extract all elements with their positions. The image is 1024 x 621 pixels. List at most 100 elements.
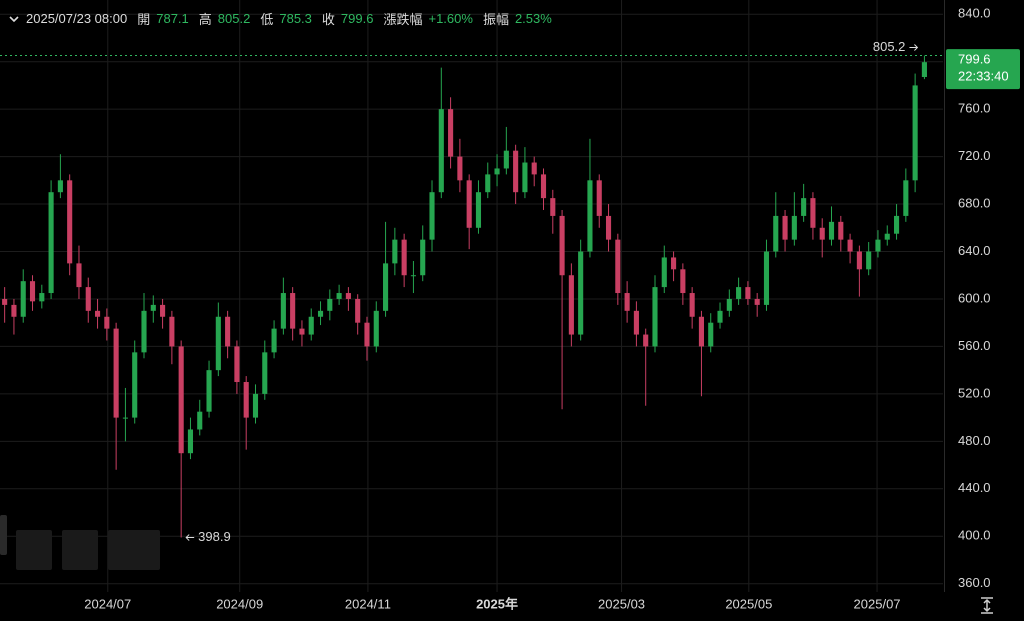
candle-body xyxy=(280,293,286,329)
candle-body xyxy=(76,263,82,288)
candle-body xyxy=(178,346,184,454)
header-value: 805.2 xyxy=(217,11,251,26)
candle-body xyxy=(215,316,221,371)
candle-body xyxy=(717,310,723,323)
candle-body xyxy=(160,304,166,317)
candle-body xyxy=(587,180,593,252)
header-value: 2.53% xyxy=(514,11,552,26)
candle-body xyxy=(819,227,825,240)
candle-body xyxy=(2,298,8,305)
x-tick-label: 2024/11 xyxy=(345,596,391,611)
last-price: 799.6 xyxy=(958,52,991,67)
grid xyxy=(0,0,943,592)
candle-body xyxy=(457,156,463,181)
watermark xyxy=(16,530,160,570)
candle-body xyxy=(243,382,249,418)
candle-body xyxy=(141,310,147,353)
candles xyxy=(2,55,927,538)
autoscale-icon[interactable] xyxy=(981,597,993,614)
candle-body xyxy=(893,215,900,234)
candle-body xyxy=(234,346,240,383)
header-label: 開 xyxy=(137,12,151,27)
candle-body xyxy=(364,322,370,347)
candle-body xyxy=(11,304,17,317)
chevron[interactable] xyxy=(8,13,20,25)
candle-body xyxy=(866,251,872,270)
header-value: 787.1 xyxy=(156,11,189,26)
candle-body xyxy=(801,198,807,216)
header-datetime: 2025/07/23 08:00 xyxy=(26,11,128,26)
header-label: 漲跌幅 xyxy=(383,12,423,27)
candle-body xyxy=(475,192,482,228)
candle-body xyxy=(782,215,788,240)
candle-body xyxy=(327,298,333,311)
y-tick-label: 360.0 xyxy=(958,575,991,590)
candle-body xyxy=(197,411,203,430)
candle-body xyxy=(745,287,751,299)
candle-body xyxy=(104,316,110,329)
candle-body xyxy=(708,322,714,347)
candle-body xyxy=(410,275,416,277)
y-tick-label: 400.0 xyxy=(958,528,991,543)
candle-body xyxy=(308,316,314,335)
x-tick-label: 2025年 xyxy=(476,596,518,611)
candle-body xyxy=(401,239,407,276)
side-tab[interactable] xyxy=(0,515,7,555)
candle-body xyxy=(206,370,212,412)
candle-body xyxy=(605,215,612,240)
countdown: 22:33:40 xyxy=(958,69,1009,84)
candle-body xyxy=(39,293,45,302)
candle-body xyxy=(299,328,305,335)
candle-body xyxy=(661,257,667,288)
candle-body xyxy=(550,198,556,216)
max-price-label: 805.2 xyxy=(873,39,906,54)
candle-body xyxy=(698,316,704,347)
header-label: 振幅 xyxy=(482,12,509,27)
candle-body xyxy=(596,180,602,216)
candle-body xyxy=(113,328,119,418)
candle-body xyxy=(150,304,156,311)
candle-body xyxy=(67,180,73,264)
x-tick-label: 2025/03 xyxy=(598,596,645,611)
candle-body xyxy=(680,269,686,294)
candle-body xyxy=(187,429,194,454)
candle-body xyxy=(522,162,528,193)
candle-body xyxy=(847,239,853,252)
candle-body xyxy=(57,180,63,193)
y-tick-label: 760.0 xyxy=(958,101,991,116)
candle-body xyxy=(689,293,695,317)
candle-body xyxy=(531,162,537,175)
max-arrow xyxy=(909,44,919,51)
candle-body xyxy=(726,298,732,311)
candle-body xyxy=(810,198,816,228)
candle-body xyxy=(420,239,426,276)
candle-body xyxy=(578,251,584,335)
candle-body xyxy=(921,62,927,77)
candle-body xyxy=(132,352,138,418)
x-tick-label: 2025/07 xyxy=(854,596,901,611)
x-tick-label: 2024/07 xyxy=(84,596,131,611)
candle-body xyxy=(122,417,128,419)
header-label: 收 xyxy=(321,12,335,27)
header-label: 低 xyxy=(260,12,274,27)
header-value: +1.60% xyxy=(428,11,473,26)
x-tick-label: 2025/05 xyxy=(725,596,772,611)
min-arrow xyxy=(185,534,195,541)
candle-body xyxy=(503,150,509,169)
candle-body xyxy=(754,298,760,305)
candle-body xyxy=(48,192,54,294)
candle-body xyxy=(466,180,472,228)
candle-body xyxy=(262,352,268,394)
candle-body xyxy=(169,316,175,347)
candle-body xyxy=(559,215,565,276)
candle-body xyxy=(485,174,491,193)
candle-body xyxy=(438,109,444,193)
candle-body xyxy=(568,275,574,335)
icon-arrow xyxy=(983,598,991,613)
candle-body xyxy=(373,310,379,347)
y-tick-label: 640.0 xyxy=(958,243,991,258)
candle-body xyxy=(671,257,677,270)
candle-body xyxy=(429,192,435,240)
candle-body xyxy=(540,174,547,199)
